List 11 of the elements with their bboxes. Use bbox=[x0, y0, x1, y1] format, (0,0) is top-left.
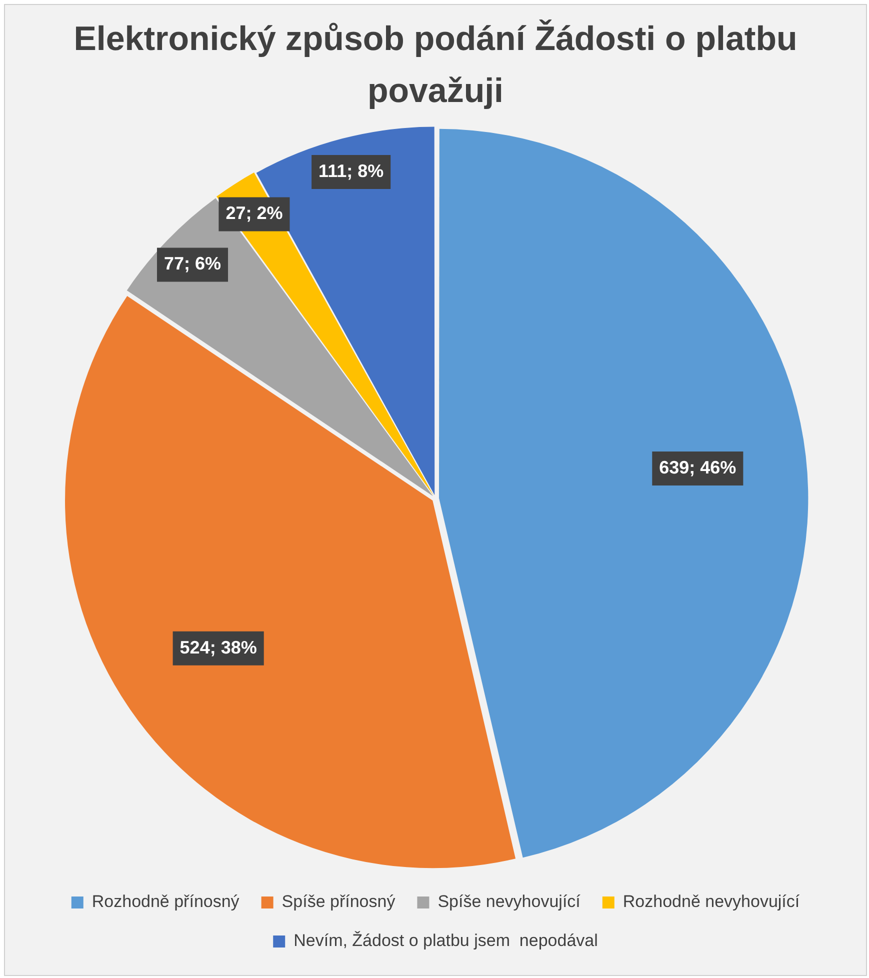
data-label: 524; 38% bbox=[180, 637, 257, 658]
legend-label: Spíše přínosný bbox=[282, 892, 396, 912]
legend-label: Rozhodně nevyhovující bbox=[622, 892, 800, 912]
legend-label: Rozhodně přínosný bbox=[92, 892, 240, 912]
data-label: 77; 6% bbox=[164, 254, 222, 274]
legend-label: Nevím, Žádost o platbu jsem nepodával bbox=[294, 931, 598, 950]
data-label: 111; 8% bbox=[318, 161, 384, 182]
data-label: 27; 2% bbox=[226, 203, 283, 224]
data-label: 639; 46% bbox=[659, 457, 736, 478]
legend-label: Spíše nevyhovující bbox=[438, 892, 581, 912]
chart-title: Elektronický způsob podání Žádosti o platbu považuji bbox=[72, 18, 798, 112]
